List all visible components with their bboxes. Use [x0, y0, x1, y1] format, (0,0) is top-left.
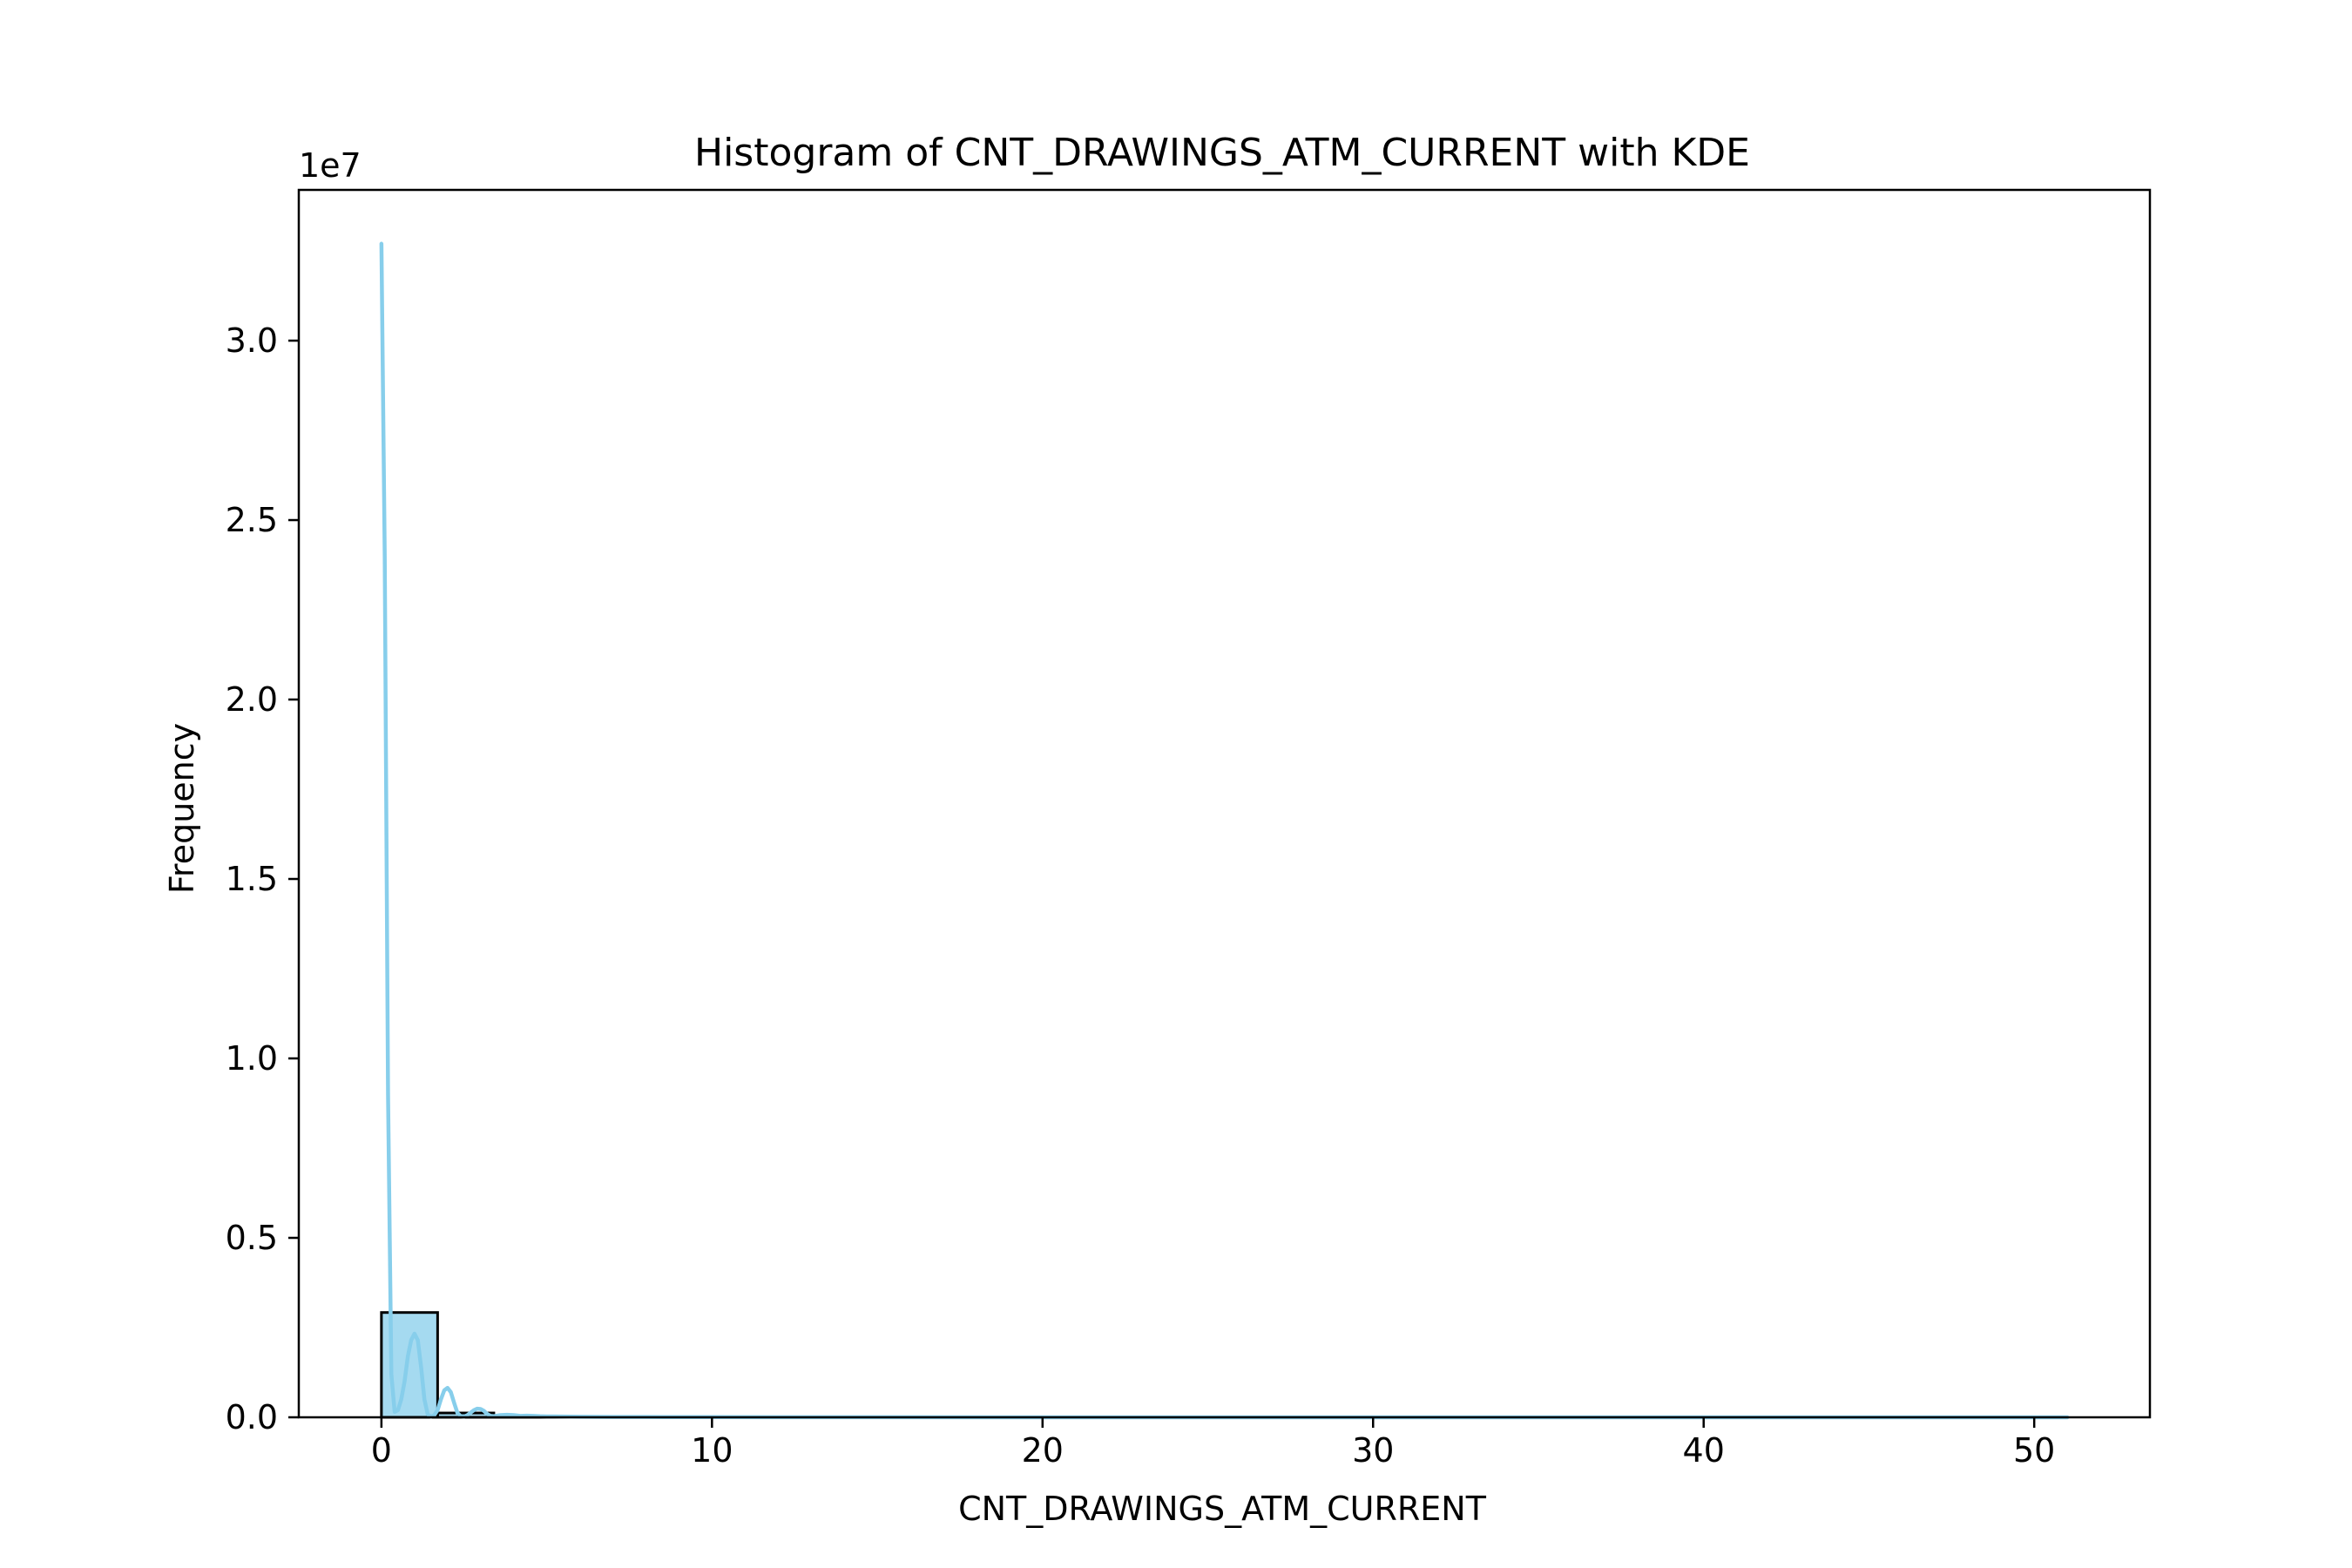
y-tick-label-5: 2.5	[226, 501, 278, 539]
y-axis-label: Frequency	[163, 723, 201, 894]
y-tick-label-6: 3.0	[226, 321, 278, 360]
x-tick-label-0: 0	[371, 1431, 392, 1470]
x-tick-label-1: 10	[691, 1431, 733, 1470]
y-axis-ticks: 0.0 0.5 1.0 1.5 2.0 2.5 3.0	[226, 321, 299, 1436]
x-axis-label: CNT_DRAWINGS_ATM_CURRENT	[958, 1490, 1487, 1528]
x-tick-label-4: 40	[1683, 1431, 1725, 1470]
plot-area-frame	[297, 188, 2152, 1419]
x-tick-label-3: 30	[1352, 1431, 1394, 1470]
x-axis-ticks: 0 10 20 30 40 50	[371, 1417, 2055, 1470]
x-tick-label-2: 20	[1022, 1431, 1064, 1470]
y-tick-label-3: 1.5	[226, 860, 278, 898]
y-tick-label-4: 2.0	[226, 680, 278, 719]
chart-title: Histogram of CNT_DRAWINGS_ATM_CURRENT wi…	[694, 131, 1750, 175]
y-tick-label-2: 1.0	[226, 1039, 278, 1078]
y-tick-label-0: 0.0	[226, 1398, 278, 1436]
y-tick-label-1: 0.5	[226, 1219, 278, 1257]
x-tick-label-5: 50	[2013, 1431, 2055, 1470]
y-axis-offset-label: 1e7	[299, 146, 362, 185]
